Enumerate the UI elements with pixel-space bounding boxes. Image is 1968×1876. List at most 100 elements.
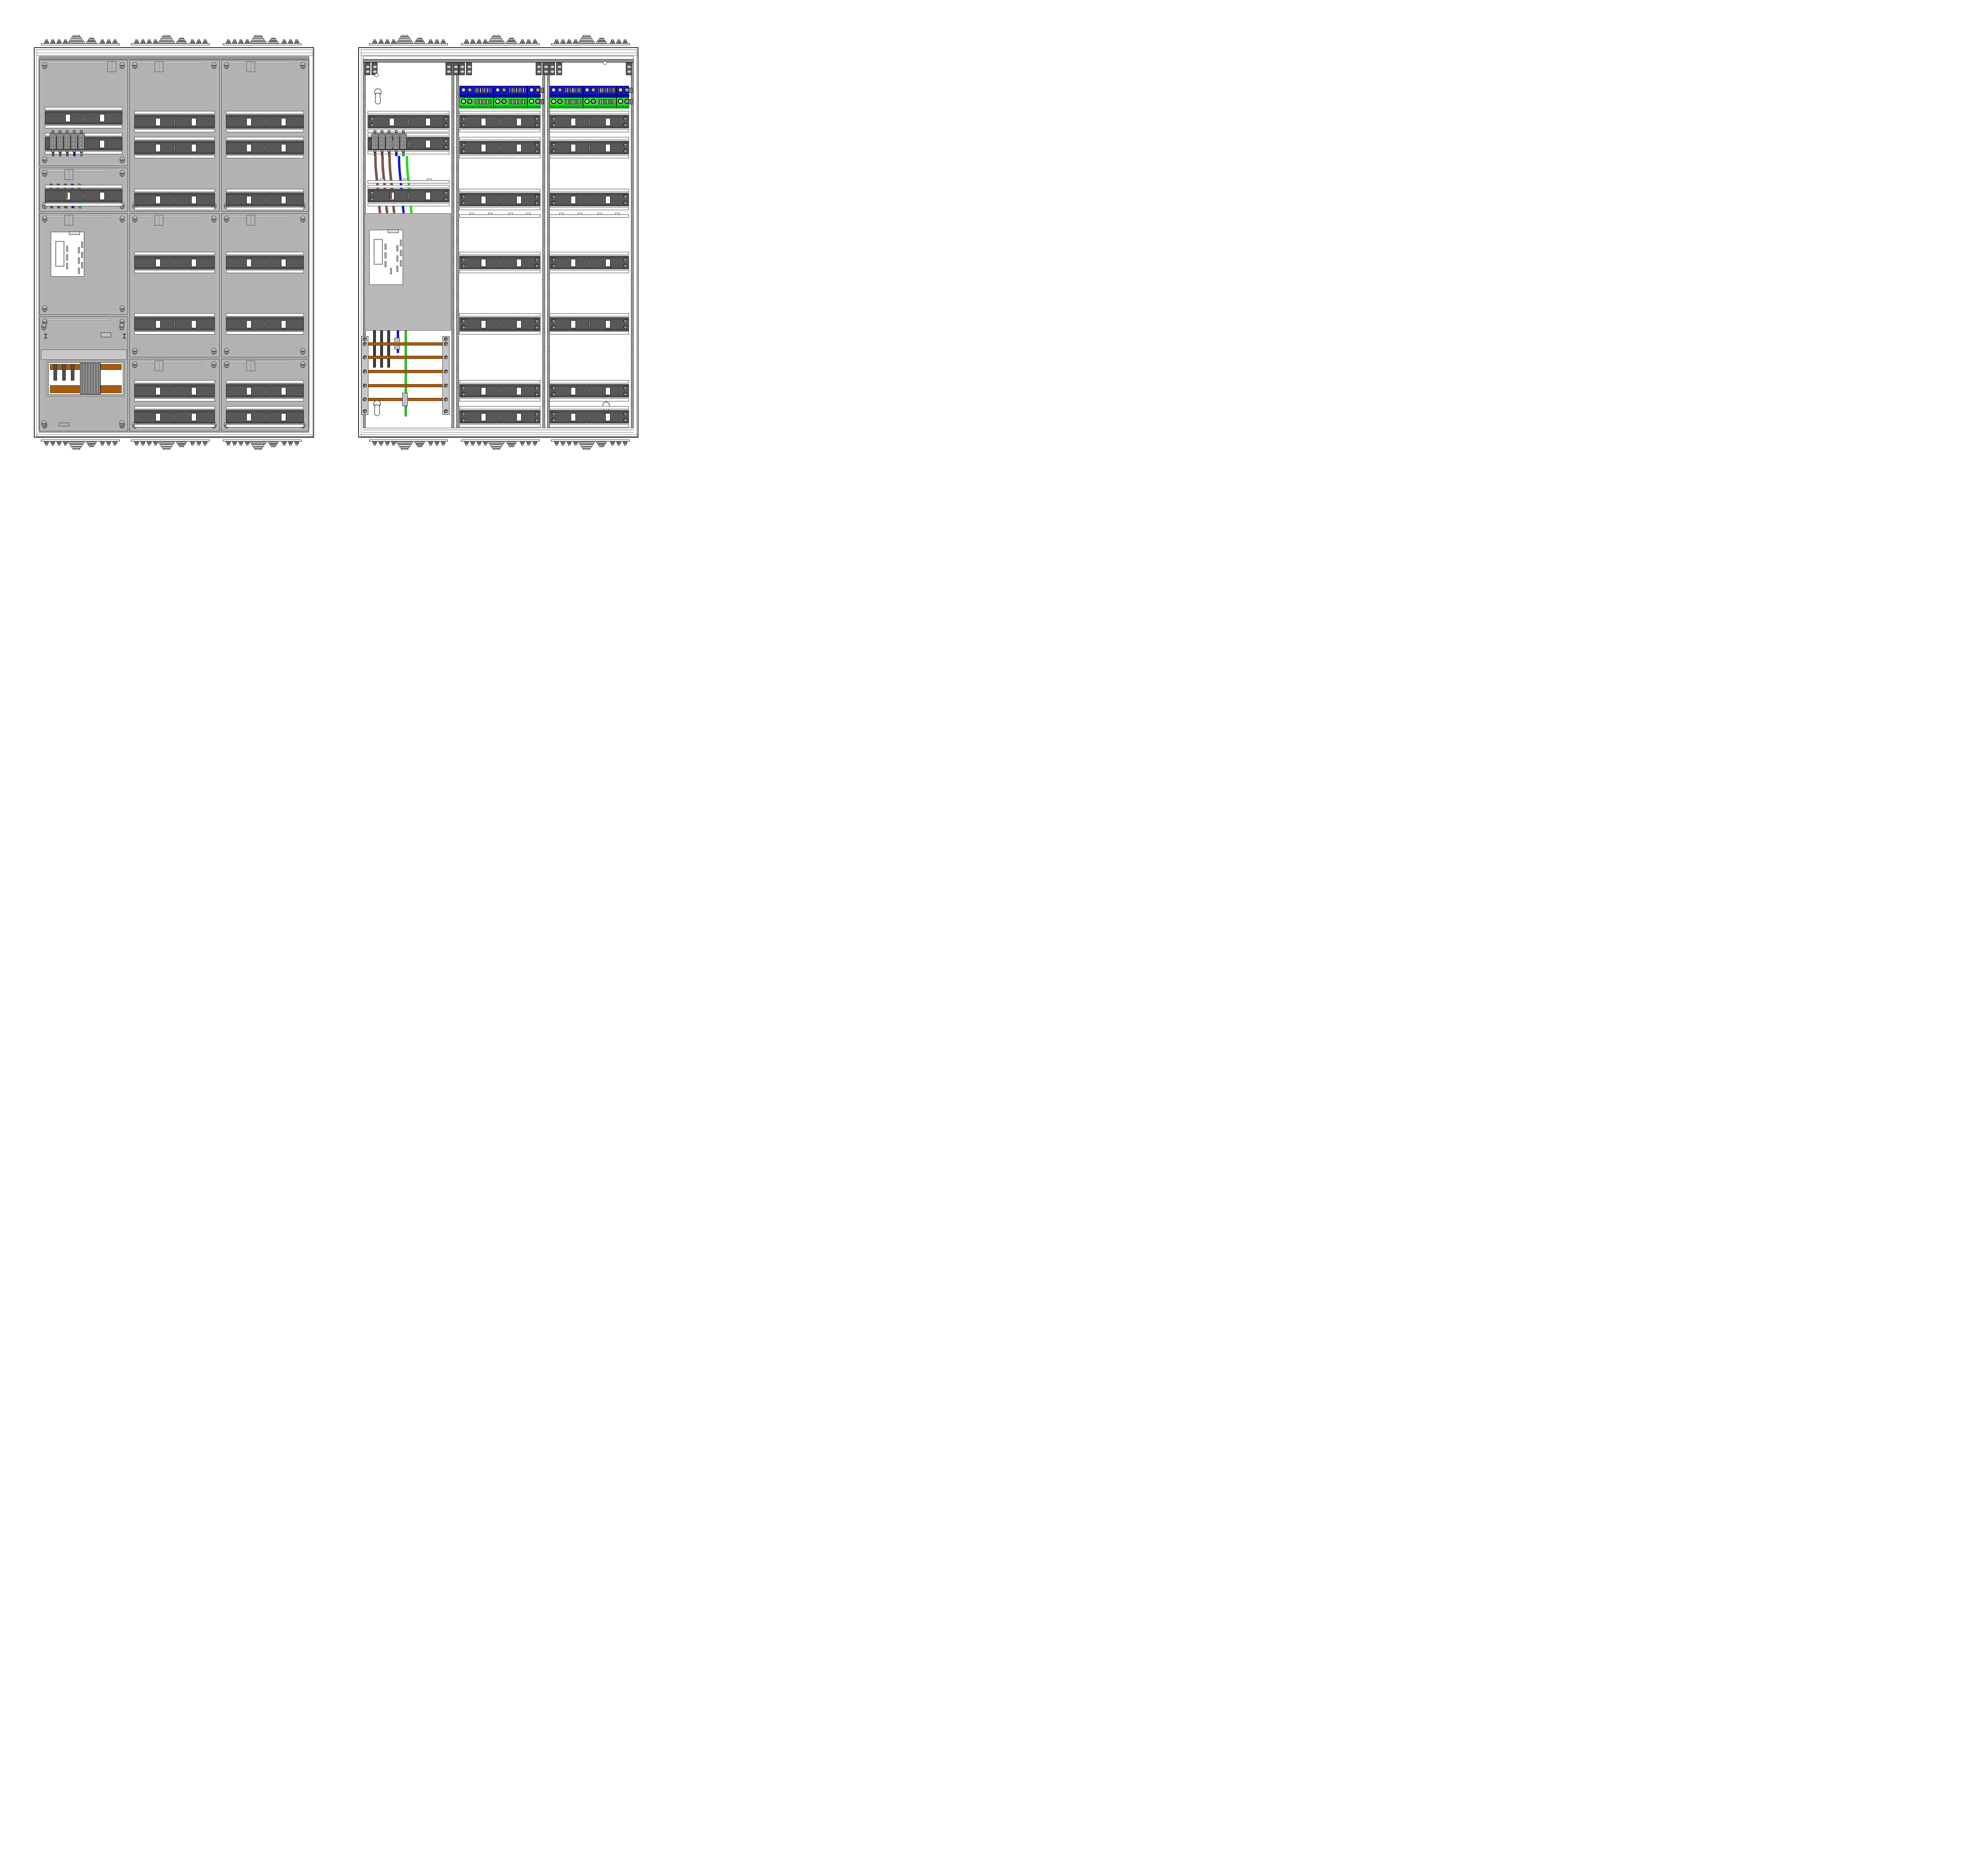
row-groove <box>368 116 449 117</box>
screw-cross <box>552 125 555 126</box>
cable-flange-step <box>465 444 468 445</box>
terminal-hole <box>375 138 378 141</box>
cable-flange-step <box>374 444 376 445</box>
strip-hole <box>557 99 562 104</box>
rail-slot <box>543 165 544 171</box>
row-top-strip <box>134 380 215 383</box>
terminal-nub <box>402 130 405 133</box>
cable-flange-step <box>141 442 145 443</box>
row-top-strip <box>368 111 449 114</box>
rail-slot <box>543 364 544 370</box>
cover-panel <box>129 60 220 212</box>
strip-slot <box>475 88 476 93</box>
screw-slot <box>133 351 137 352</box>
screw-slotted-icon <box>300 62 305 69</box>
terminal-nub <box>66 150 68 152</box>
cable-flange-step <box>135 443 139 444</box>
screw-pozidriv-icon <box>623 418 627 422</box>
screw-pozidriv-icon <box>444 116 448 120</box>
cable-flange-step <box>233 39 236 41</box>
cable-flange-step <box>163 448 170 450</box>
separator-clip <box>508 213 513 215</box>
cable-flange-step <box>429 39 432 41</box>
busbar-dropper <box>54 364 57 381</box>
strip-slot <box>566 88 568 93</box>
seal-dummy2 <box>124 335 125 338</box>
row-slit <box>174 144 176 152</box>
cable-flange-step <box>253 446 263 448</box>
row-cutout <box>191 196 196 204</box>
terminal-hole <box>72 138 75 141</box>
strip-slot <box>519 99 521 104</box>
cable-flange-step <box>282 42 287 43</box>
strip-hole <box>557 87 562 92</box>
interior-top-rail <box>39 56 309 59</box>
cable-flange-step <box>107 41 111 42</box>
clip-notch <box>373 70 377 73</box>
screw-pozidriv-icon <box>370 197 374 201</box>
terminal-hole <box>401 135 404 137</box>
row-top-strip <box>134 406 215 409</box>
rail-slot <box>543 220 544 225</box>
row-cutout <box>425 192 431 200</box>
cable-flange-step <box>596 42 607 43</box>
strip-slot <box>510 88 512 93</box>
strip-number-band: N1 2 3 4 5 6 7 8 9 10 11 12 13 <box>583 94 617 97</box>
clip-notch <box>454 66 458 68</box>
terminal-hole <box>373 138 375 141</box>
field-separator <box>549 213 629 218</box>
cable-flange-step <box>101 39 104 41</box>
cable-flange-step <box>399 38 411 40</box>
rail-slot <box>548 238 549 243</box>
row-groove <box>550 116 629 117</box>
screw-pozidriv-icon <box>461 418 465 422</box>
rail-slot <box>457 183 458 189</box>
cable-flange-step <box>436 39 438 41</box>
strip-slot <box>514 99 516 104</box>
row-cutout <box>191 320 196 328</box>
screw-cross <box>445 339 448 340</box>
strip-slot <box>601 88 603 93</box>
mounting-rail-vertical <box>631 63 634 428</box>
cable-flange-step <box>555 444 558 445</box>
screw-cross <box>535 196 538 197</box>
screw-pozidriv-icon <box>535 149 538 153</box>
wire-in-cutout-brown <box>390 192 392 199</box>
screw-pozidriv-icon <box>623 386 627 390</box>
busbar-clamp <box>402 393 408 406</box>
cable-flange-step <box>233 444 236 445</box>
cable-flange-step <box>178 39 185 41</box>
cable-flange-step <box>114 444 116 445</box>
screw-cross <box>462 125 465 126</box>
strip-numbers: N1 2 3 4 5 6 7 8 9 10 11 12 13 <box>495 94 528 97</box>
strip-number-band: N1 2 3 4 5 6 7 8 9 10 11 12 13 <box>494 94 528 97</box>
cable-flange-step <box>520 41 524 42</box>
row-cutout <box>570 320 576 328</box>
row-groove <box>550 257 629 258</box>
row-slit <box>264 144 266 152</box>
rail-slot <box>543 201 544 207</box>
cable-flange-step <box>269 40 277 42</box>
cable-flange-step <box>147 442 152 443</box>
screw-pozidriv-icon <box>461 142 465 146</box>
panel-latch-icon <box>65 169 73 180</box>
row-cutout <box>481 196 486 204</box>
row-groove <box>460 194 540 195</box>
cable-flange-step <box>142 444 144 445</box>
rail-slot <box>632 183 633 189</box>
hanger-clip-icon <box>453 63 459 75</box>
strip-slot <box>524 88 526 93</box>
terminal-hole <box>51 138 54 141</box>
cable-flange-step <box>581 38 592 40</box>
cable-flange-step <box>477 42 481 43</box>
row-cutout <box>516 387 522 395</box>
terminal-hole <box>394 135 397 137</box>
row-bottom-strip <box>226 155 304 158</box>
hanger-clip-icon <box>466 63 472 75</box>
strip-slot <box>512 88 514 93</box>
cable-flange-step <box>567 42 572 43</box>
row-cutout <box>516 144 522 152</box>
cable-flange-step <box>560 42 565 43</box>
row-bottom-strip <box>549 398 629 401</box>
rail-slot <box>543 401 544 406</box>
